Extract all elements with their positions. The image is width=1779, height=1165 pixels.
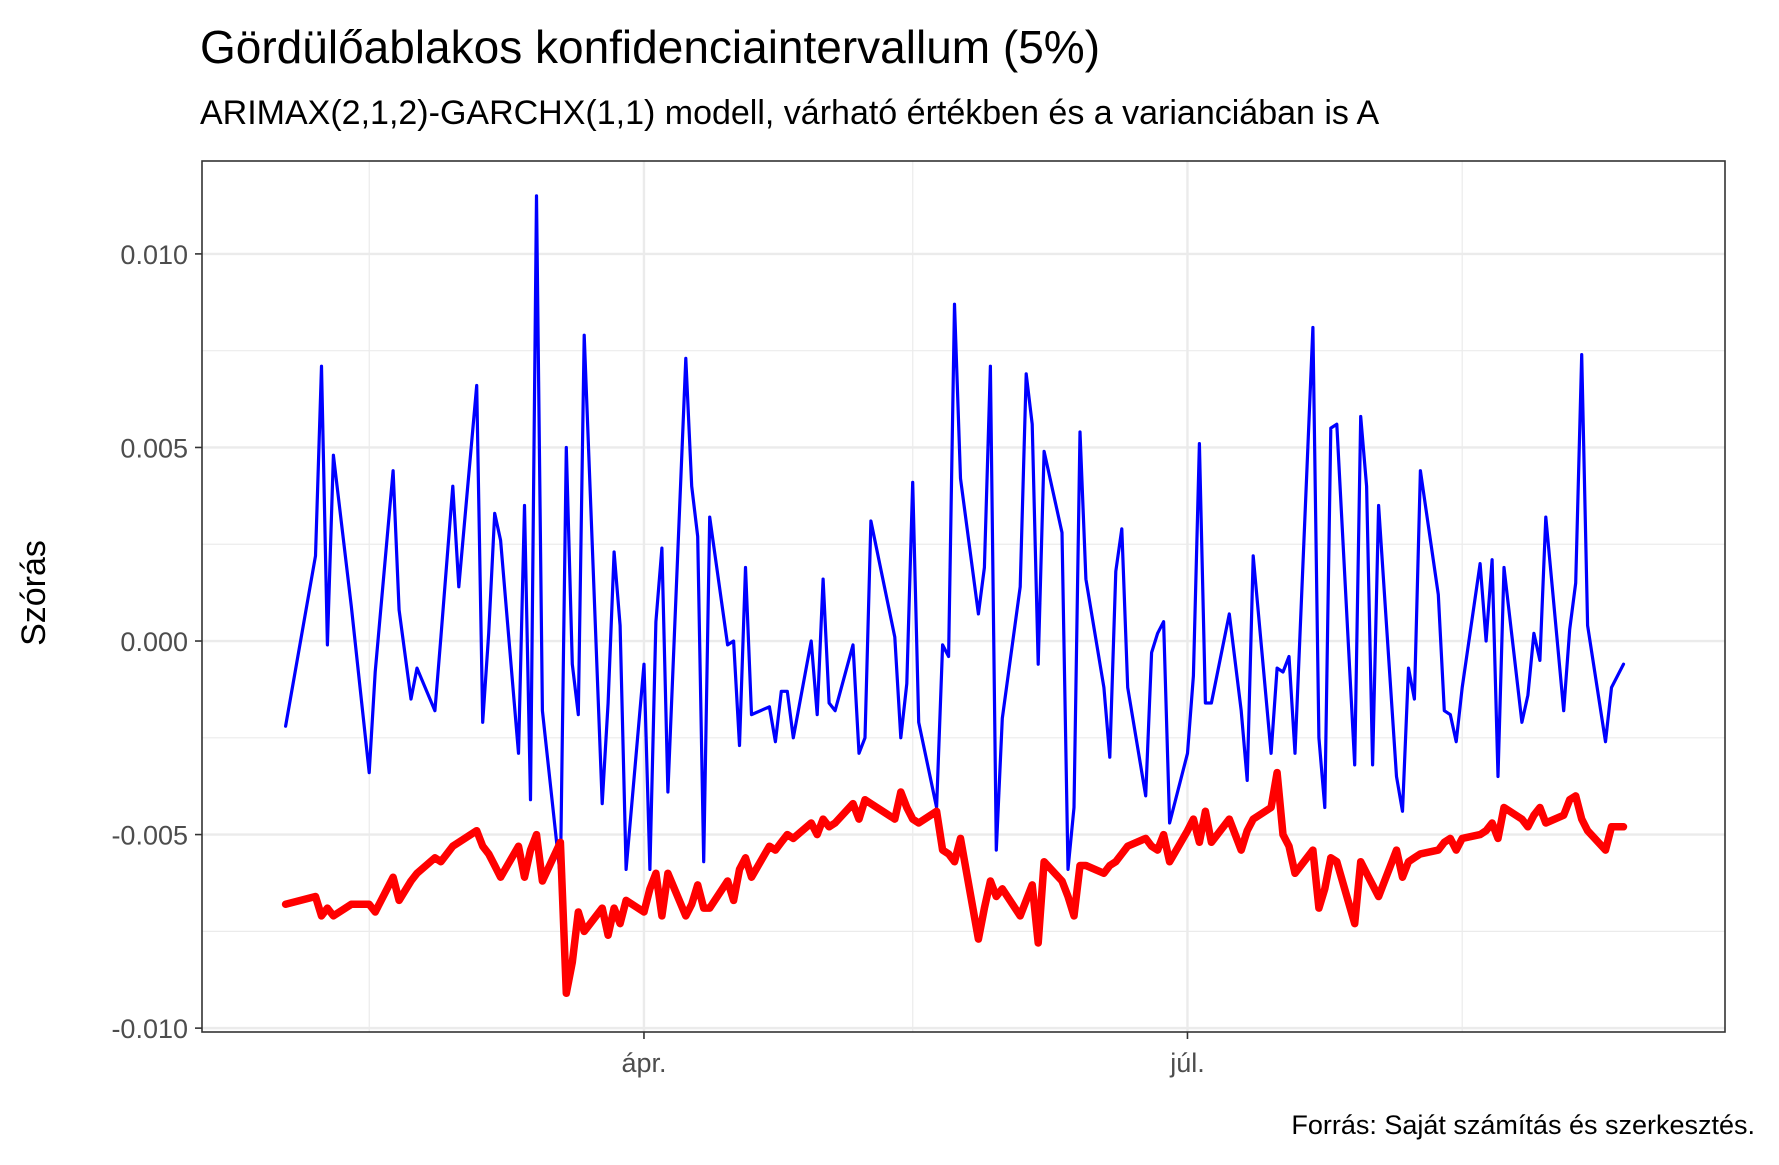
upper-bound-line: [284, 194, 1626, 879]
chart-subtitle: ARIMAX(2,1,2)-GARCHX(1,1) modell, várhat…: [200, 94, 1379, 132]
y-tick-label: -0.010: [111, 1014, 188, 1044]
y-tick-label: 0.010: [120, 240, 188, 270]
series-layer: [281, 194, 1628, 998]
x-axis: ápr. júl.: [621, 1032, 1205, 1078]
plot-panel-border: [201, 160, 1726, 1033]
minor-gridlines: [202, 161, 1725, 1032]
y-tick-label: 0.005: [120, 433, 188, 463]
y-axis-label: Szórás: [15, 540, 53, 646]
x-tick-label: júl.: [1169, 1048, 1205, 1078]
y-axis: -0.010 -0.005 0.000 0.005 0.010: [111, 240, 202, 1044]
chart-title: Gördülőablakos konfidenciaintervallum (5…: [200, 21, 1100, 73]
chart-caption: Forrás: Saját számítás és szerkesztés.: [1291, 1110, 1755, 1140]
x-tick-label: ápr.: [621, 1048, 666, 1078]
y-tick-label: 0.000: [120, 627, 188, 657]
lower-bound-line: [281, 768, 1628, 998]
major-gridlines: [202, 161, 1725, 1032]
y-tick-label: -0.005: [111, 821, 188, 851]
